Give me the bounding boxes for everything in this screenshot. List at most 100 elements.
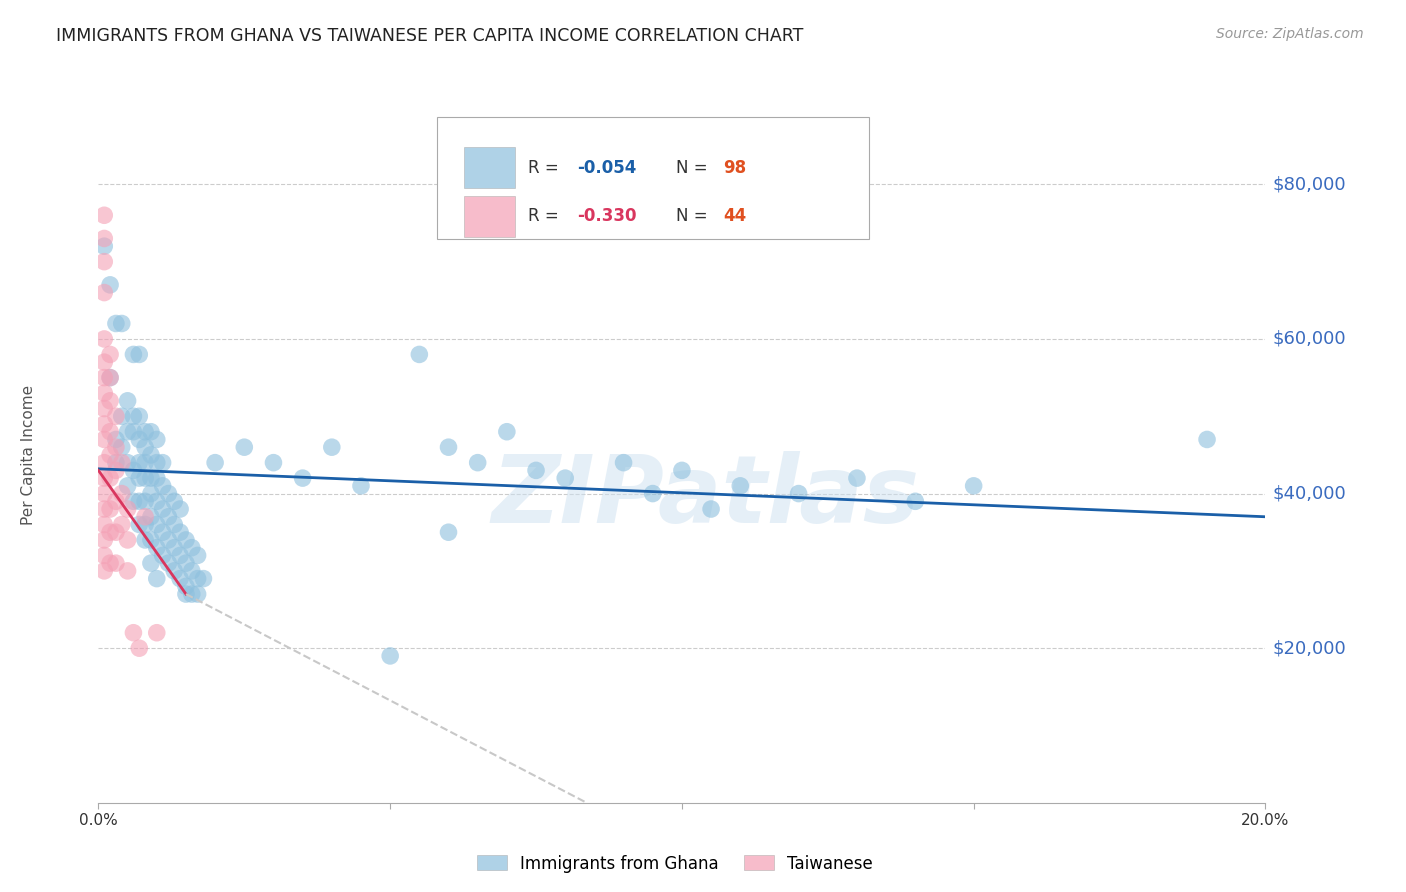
Point: [437, 525, 460, 540]
Point: [180, 541, 202, 555]
Point: [111, 456, 134, 470]
Point: [962, 479, 984, 493]
Text: ZIPatlas: ZIPatlas: [491, 450, 920, 542]
Point: [93, 549, 115, 563]
Point: [163, 564, 186, 578]
Point: [904, 494, 927, 508]
Point: [93, 239, 115, 253]
Point: [139, 533, 162, 547]
Text: 44: 44: [723, 207, 747, 225]
Point: [93, 502, 115, 516]
Text: $40,000: $40,000: [1272, 484, 1346, 502]
Point: [122, 409, 145, 424]
Text: R =: R =: [527, 159, 564, 177]
Point: [134, 471, 156, 485]
Point: [146, 517, 169, 532]
Point: [128, 456, 150, 470]
Point: [111, 440, 134, 454]
Point: [93, 401, 115, 416]
Text: $60,000: $60,000: [1272, 330, 1346, 348]
Point: [262, 456, 284, 470]
Point: [134, 533, 156, 547]
Point: [291, 471, 314, 485]
Point: [93, 332, 115, 346]
Point: [169, 572, 191, 586]
Text: Per Capita Income: Per Capita Income: [21, 384, 35, 525]
Point: [146, 456, 169, 470]
Point: [169, 549, 191, 563]
Text: $20,000: $20,000: [1272, 640, 1346, 657]
Point: [152, 479, 174, 493]
Point: [104, 317, 127, 331]
Point: [122, 463, 145, 477]
Point: [98, 347, 121, 361]
Text: Source: ZipAtlas.com: Source: ZipAtlas.com: [1216, 27, 1364, 41]
Point: [134, 494, 156, 508]
Point: [93, 355, 115, 369]
Point: [157, 509, 180, 524]
Point: [180, 564, 202, 578]
Point: [104, 433, 127, 447]
Point: [174, 587, 197, 601]
Legend: Immigrants from Ghana, Taiwanese: Immigrants from Ghana, Taiwanese: [470, 848, 880, 880]
Point: [98, 370, 121, 384]
Point: [146, 494, 169, 508]
Point: [146, 433, 169, 447]
Point: [495, 425, 517, 439]
Point: [169, 525, 191, 540]
Text: 98: 98: [723, 159, 745, 177]
Point: [378, 648, 402, 663]
Point: [93, 370, 115, 384]
Point: [139, 486, 162, 500]
Point: [134, 456, 156, 470]
Point: [180, 587, 202, 601]
Point: [128, 517, 150, 532]
Point: [93, 433, 115, 447]
Point: [169, 502, 191, 516]
Point: [641, 486, 664, 500]
Point: [128, 641, 150, 656]
Point: [671, 463, 693, 477]
Point: [104, 463, 127, 477]
Point: [233, 440, 256, 454]
Text: IMMIGRANTS FROM GHANA VS TAIWANESE PER CAPITA INCOME CORRELATION CHART: IMMIGRANTS FROM GHANA VS TAIWANESE PER C…: [56, 27, 804, 45]
FancyBboxPatch shape: [464, 195, 515, 236]
Point: [98, 502, 121, 516]
Point: [98, 277, 121, 292]
Point: [104, 440, 127, 454]
Point: [204, 456, 226, 470]
Point: [93, 386, 115, 401]
Point: [93, 564, 115, 578]
Point: [93, 486, 115, 500]
Text: N =: N =: [676, 159, 713, 177]
Point: [134, 425, 156, 439]
Point: [128, 471, 150, 485]
Point: [157, 486, 180, 500]
Point: [321, 440, 343, 454]
Text: N =: N =: [676, 207, 713, 225]
Point: [152, 502, 174, 516]
Point: [117, 393, 139, 408]
Point: [122, 494, 145, 508]
Point: [139, 556, 162, 570]
Point: [117, 564, 139, 578]
Text: R =: R =: [527, 207, 564, 225]
Point: [93, 456, 115, 470]
Point: [122, 425, 145, 439]
Point: [98, 556, 121, 570]
Point: [117, 425, 139, 439]
Point: [93, 208, 115, 222]
Point: [93, 254, 115, 268]
Point: [152, 549, 174, 563]
Point: [111, 317, 134, 331]
Point: [152, 525, 174, 540]
Point: [93, 285, 115, 300]
Point: [152, 456, 174, 470]
Point: [193, 572, 215, 586]
Text: $80,000: $80,000: [1272, 176, 1346, 194]
Point: [163, 494, 186, 508]
Point: [163, 541, 186, 555]
Point: [134, 517, 156, 532]
Point: [187, 572, 209, 586]
Point: [117, 533, 139, 547]
